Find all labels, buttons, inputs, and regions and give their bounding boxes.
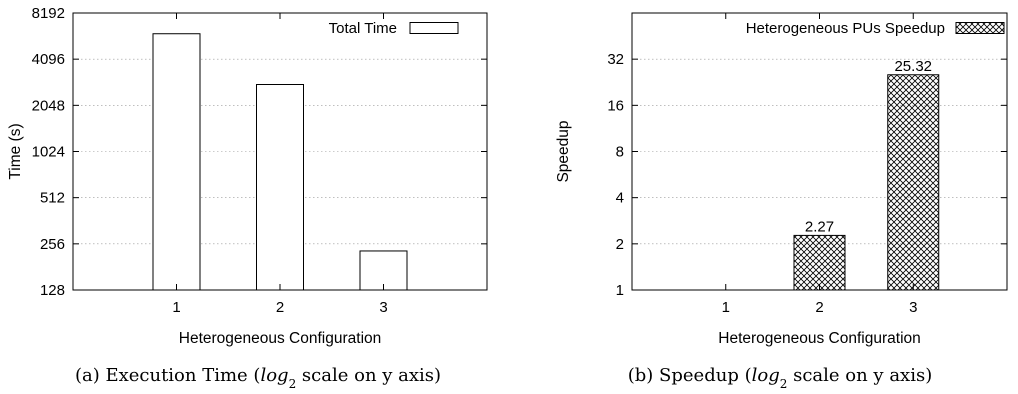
y-tick-label: 2048 <box>32 97 65 114</box>
bar <box>256 84 304 291</box>
bar <box>793 234 846 291</box>
x-axis-label: Heterogeneous Configuration <box>718 330 921 347</box>
x-tick-label: 3 <box>909 299 917 316</box>
y-gridlines <box>73 58 487 245</box>
axis-ticks: 128 256 512 1024 2048 4096 8192 1 2 3 <box>32 5 487 316</box>
bar <box>152 33 201 291</box>
x-tick-label: 2 <box>276 299 284 316</box>
caption-a: (a) Execution Time (log2 scale on y axis… <box>75 365 441 391</box>
y-gridlines <box>632 58 1007 245</box>
bars <box>152 33 408 291</box>
y-tick-label: 4096 <box>32 51 65 68</box>
x-tick-label: 1 <box>172 299 180 316</box>
y-tick-label: 1 <box>616 282 624 299</box>
data-label: 25.32 <box>894 58 932 75</box>
data-labels: 2.27 25.32 <box>805 58 932 236</box>
bars <box>793 74 940 291</box>
legend-swatch <box>409 22 459 34</box>
execution-time-chart: 128 256 512 1024 2048 4096 8192 1 2 3 Time (s) He… <box>7 5 488 347</box>
y-tick-label: 128 <box>40 282 65 299</box>
x-axis-label: Heterogeneous Configuration <box>179 330 382 347</box>
y-tick-label: 4 <box>616 190 624 207</box>
y-tick-label: 256 <box>40 236 65 253</box>
x-tick-label: 3 <box>379 299 387 316</box>
y-tick-label: 2 <box>616 236 624 253</box>
legend-label: Total Time <box>329 20 397 37</box>
bar <box>887 74 940 291</box>
y-axis-label: Time (s) <box>7 123 24 179</box>
legend: Heterogeneous PUs Speedup <box>746 20 1005 37</box>
caption-b: (b) Speedup (log2 scale on y axis) <box>628 365 932 391</box>
x-tick-label: 1 <box>722 299 730 316</box>
y-tick-label: 8192 <box>32 5 65 22</box>
legend: Total Time <box>329 20 459 37</box>
legend-swatch <box>955 22 1005 34</box>
y-tick-label: 8 <box>616 144 624 161</box>
y-tick-label: 1024 <box>32 144 65 161</box>
axis-ticks: 1 2 4 8 16 32 1 2 3 <box>607 13 1007 316</box>
y-tick-label: 32 <box>607 51 624 68</box>
x-tick-label: 2 <box>815 299 823 316</box>
y-tick-label: 512 <box>40 190 65 207</box>
y-axis-label: Speedup <box>555 120 572 182</box>
speedup-chart: 1 2 4 8 16 32 1 2 3 Speedup Heterogeneous Config… <box>555 12 1008 347</box>
y-tick-label: 16 <box>607 97 624 114</box>
legend-label: Heterogeneous PUs Speedup <box>746 20 945 37</box>
data-label: 2.27 <box>805 218 834 235</box>
bar <box>359 250 408 291</box>
